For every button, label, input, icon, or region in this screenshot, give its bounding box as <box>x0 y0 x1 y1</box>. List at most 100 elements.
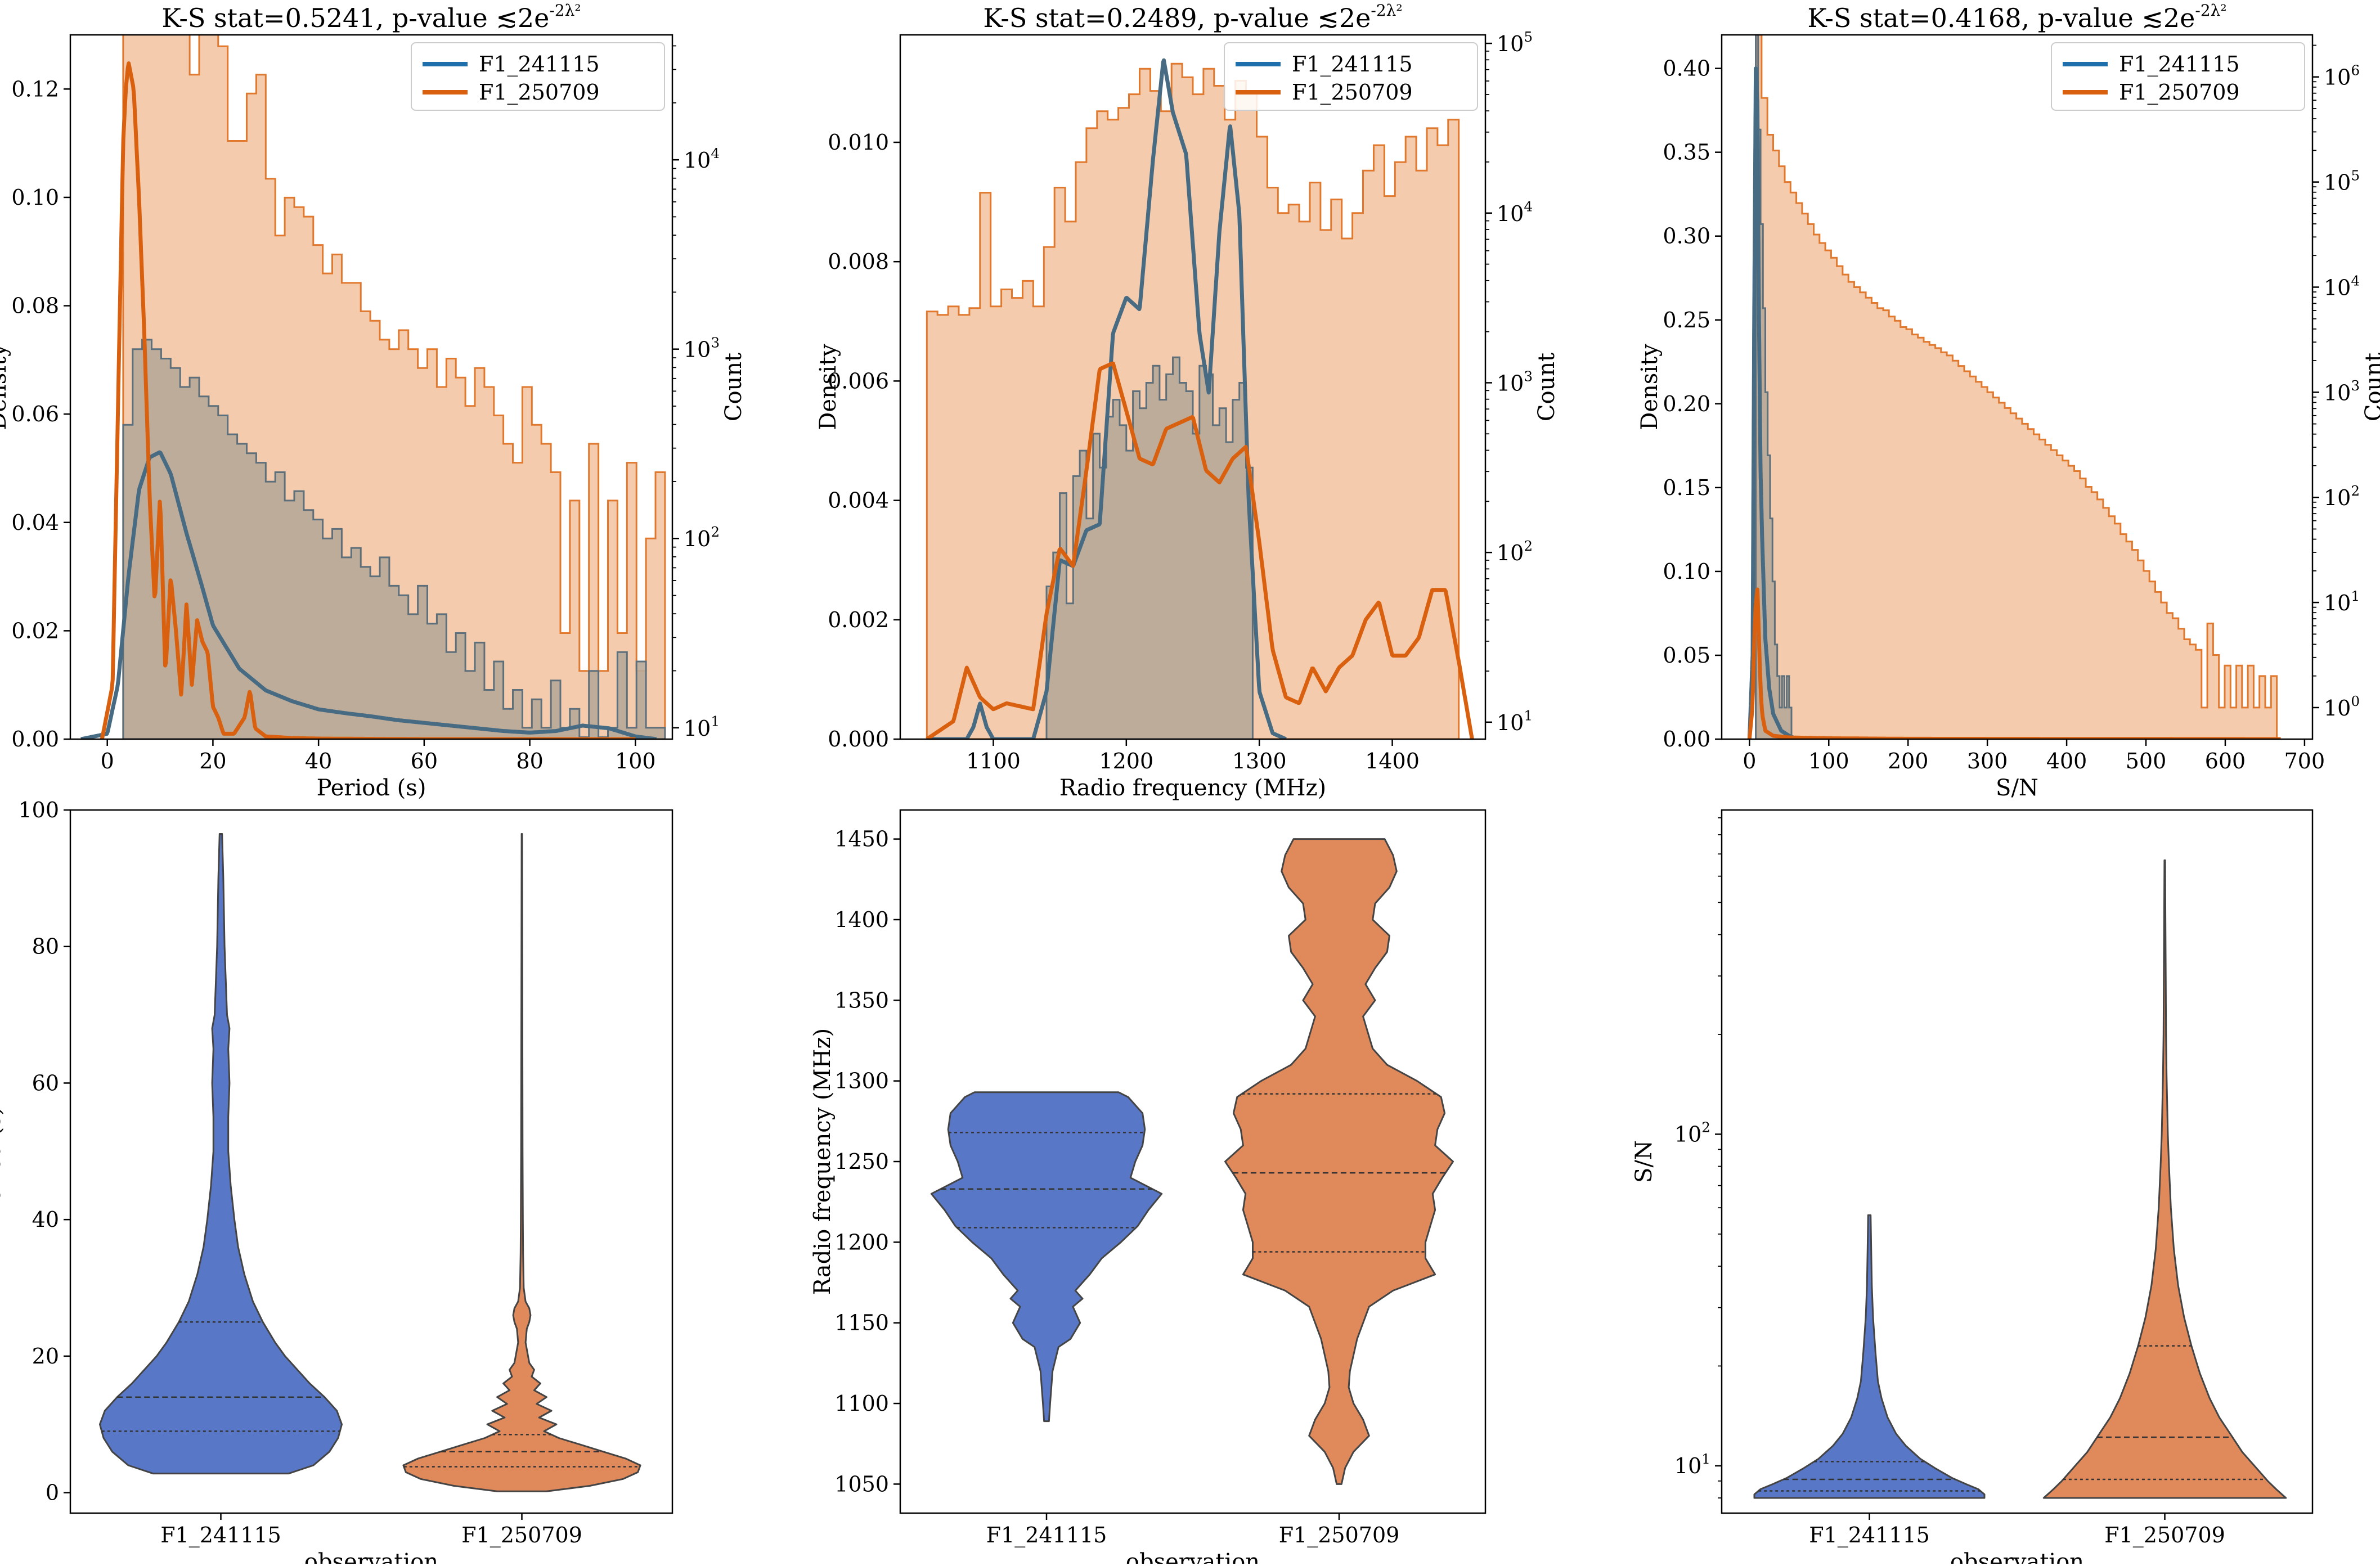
y-axis-label-right: Count <box>1534 353 1560 421</box>
axes-frame <box>69 809 673 1514</box>
violin-body-f1-241115 <box>99 833 343 1475</box>
y-axis-label-right: Count <box>2361 353 2380 421</box>
y-tick-label: 0.00 <box>1663 727 1710 752</box>
y-tick-label: 60 <box>32 1070 59 1095</box>
legend: F1_241115 F1_250709 <box>411 42 665 111</box>
x-tick-label: 40 <box>305 749 332 773</box>
x-tick-label: F1_250709 <box>461 1523 582 1548</box>
x-tick-label: 80 <box>516 749 543 773</box>
hist-panel-3: 0 100 200 300 400 500 600 700 0.00 0.05 0.10 0.15 0.… <box>1637 1 2380 801</box>
y-tick-label: 0.10 <box>1663 559 1710 584</box>
y-axis-label: Radio frequency (MHz) <box>810 1028 836 1295</box>
violin-body-f1-250709 <box>2042 859 2287 1499</box>
x-tick-label: 100 <box>615 749 656 773</box>
y-tick-label: 1150 <box>834 1311 889 1335</box>
plot-area <box>1747 35 2282 739</box>
y-tick-label: 1400 <box>834 907 889 932</box>
violin-body-f1-250709 <box>1224 838 1454 1485</box>
y-tick-label: 20 <box>32 1344 59 1369</box>
right-tick-label: 104 <box>2324 272 2360 300</box>
y-tick-label: 0.35 <box>1663 140 1710 165</box>
y-axis-label: Density <box>0 344 11 430</box>
x-tick-label: 600 <box>2205 749 2246 773</box>
right-tick-label: 105 <box>2324 168 2360 195</box>
y-tick-label: 0.05 <box>1663 643 1710 668</box>
violin-panel-3: F1_241115 F1_250709 101 102 observation S/N <box>1631 809 2314 1566</box>
right-tick-label: 101 <box>684 713 720 741</box>
legend-label: F1_241115 <box>2119 52 2240 77</box>
right-tick-label: 101 <box>1497 708 1533 735</box>
x-tick-label: 20 <box>199 749 226 773</box>
legend-label: F1_250709 <box>1292 80 1413 105</box>
y-tick-label: 0.008 <box>828 249 889 274</box>
y-tick-label: 0 <box>46 1480 59 1505</box>
x-tick-label: 0 <box>1743 749 1756 773</box>
x-tick-label: F1_250709 <box>2104 1523 2225 1548</box>
x-axis-label: S/N <box>1996 775 2038 801</box>
right-tick-label: 103 <box>2324 377 2360 405</box>
y-tick-label: 1300 <box>834 1069 889 1094</box>
x-axis-label: observation <box>304 1549 438 1564</box>
right-tick-label: 105 <box>1497 29 1533 56</box>
x-tick-label: 1300 <box>1232 749 1287 773</box>
x-tick-label: 1100 <box>966 749 1021 773</box>
y-tick-label: 0.04 <box>11 510 59 535</box>
hist-bars-f1-250709 <box>1755 35 2278 739</box>
right-tick-label: 104 <box>1497 199 1533 226</box>
legend-box <box>411 42 665 111</box>
plot-area <box>925 58 1474 739</box>
y-tick-label: 102 <box>1674 1119 1710 1146</box>
violin-body-f1-241115 <box>930 1091 1163 1423</box>
y-tick-label: 1450 <box>834 827 889 852</box>
x-tick-label: 1200 <box>1099 749 1153 773</box>
y-tick-label: 0.08 <box>11 294 59 318</box>
x-tick-label: 300 <box>1967 749 2008 773</box>
right-tick-label: 100 <box>2324 693 2360 721</box>
violin-panel-2: F1_241115 F1_250709 1050 1100 1150 1200 1250 13… <box>810 809 1487 1566</box>
kde-line-f1-241115 <box>925 58 1287 739</box>
right-tick-label: 101 <box>2324 588 2360 615</box>
y-tick-label: 0.15 <box>1663 475 1710 500</box>
y-axis-label: Density <box>815 344 841 430</box>
x-tick-label: F1_250709 <box>1279 1523 1400 1548</box>
y-tick-label: 0.02 <box>11 618 59 643</box>
panel-title: K-S stat=0.4168, p-value ≲2e-2λ² <box>1807 1 2226 33</box>
hist-bars-f1-241115 <box>122 339 666 739</box>
x-axis-label: observation <box>1126 1549 1260 1564</box>
legend-label: F1_241115 <box>479 52 600 77</box>
axes-frame <box>1721 34 2314 740</box>
y-tick-label: 0.00 <box>11 727 59 752</box>
x-tick-label: 0 <box>101 749 114 773</box>
y-tick-label: 1050 <box>834 1472 889 1496</box>
violin-body-f1-250709 <box>402 833 641 1492</box>
y-tick-label: 0.12 <box>11 76 59 101</box>
x-tick-label: 60 <box>411 749 438 773</box>
y-tick-label: 0.010 <box>828 130 889 155</box>
x-tick-label: 100 <box>1808 749 1849 773</box>
right-tick-label: 102 <box>1497 538 1533 565</box>
y-tick-label: 1200 <box>834 1230 889 1254</box>
y-axis-label: Period (s) <box>0 1107 6 1217</box>
y-axis-label: Density <box>1637 344 1663 430</box>
panel-title: K-S stat=0.5241, p-value ≲2e-2λ² <box>161 1 581 33</box>
y-tick-label: 0.10 <box>11 185 59 210</box>
legend-box <box>1224 42 1478 111</box>
kde-line-f1-250709 <box>926 361 1474 739</box>
right-tick-label: 104 <box>684 145 720 173</box>
y-tick-label: 101 <box>1674 1451 1710 1478</box>
y-tick-label: 0.000 <box>828 727 889 752</box>
violin-body-f1-241115 <box>1753 1214 1986 1499</box>
y-tick-label: 0.006 <box>828 368 889 393</box>
right-tick-label: 106 <box>2324 62 2360 90</box>
axes-frame <box>69 34 673 740</box>
x-tick-label: 1400 <box>1365 749 1420 773</box>
right-tick-label: 103 <box>684 335 720 362</box>
y-tick-label: 1100 <box>834 1391 889 1416</box>
x-tick-label: 400 <box>2046 749 2087 773</box>
y-tick-label: 0.20 <box>1663 392 1710 416</box>
x-axis-label: Period (s) <box>317 775 426 801</box>
y-axis-label-right: Count <box>721 353 747 421</box>
x-axis-label: observation <box>1950 1549 2084 1564</box>
